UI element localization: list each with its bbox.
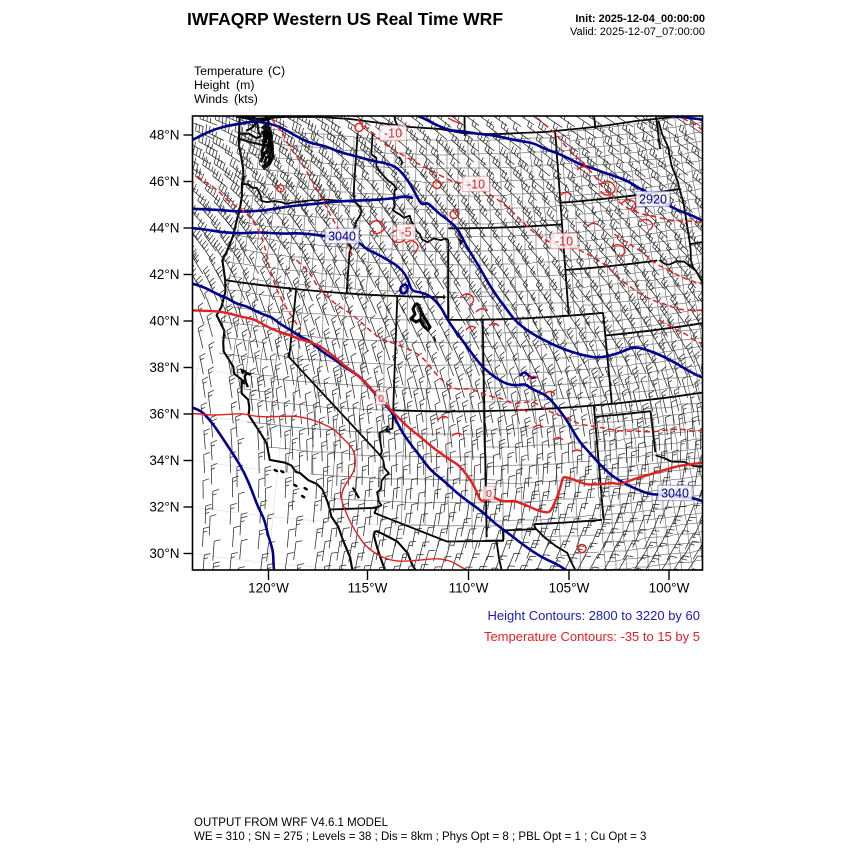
svg-text:-10: -10: [467, 178, 485, 192]
svg-text:105°W: 105°W: [549, 581, 590, 596]
svg-text:-10: -10: [555, 235, 573, 249]
svg-text:36°N: 36°N: [149, 407, 179, 422]
svg-text:44°N: 44°N: [149, 221, 179, 236]
svg-text:30°N: 30°N: [149, 546, 179, 561]
svg-text:Winds: Winds: [194, 92, 228, 106]
svg-text:38°N: 38°N: [149, 360, 179, 375]
svg-text:0: 0: [486, 488, 492, 500]
svg-text:48°N: 48°N: [149, 128, 179, 143]
svg-text:Init: 2025-12-04_00:00:00: Init: 2025-12-04_00:00:00: [575, 13, 705, 25]
svg-text:-5: -5: [400, 226, 411, 240]
svg-text:110°W: 110°W: [449, 581, 489, 596]
svg-text:OUTPUT FROM WRF V4.6.1 MODEL: OUTPUT FROM WRF V4.6.1 MODEL: [194, 817, 389, 829]
svg-text:42°N: 42°N: [149, 267, 179, 282]
svg-text:100°W: 100°W: [649, 581, 690, 596]
svg-text:34°N: 34°N: [149, 453, 179, 468]
svg-text:46°N: 46°N: [149, 174, 179, 189]
svg-text:Valid: 2025-12-07_07:00:00: Valid: 2025-12-07_07:00:00: [570, 26, 705, 38]
svg-text:(kts): (kts): [234, 92, 258, 106]
svg-text:32°N: 32°N: [149, 500, 179, 515]
svg-text:115°W: 115°W: [348, 581, 388, 596]
svg-text:2920: 2920: [639, 193, 667, 207]
svg-text:WE = 310 ; SN = 275 ; Levels =: WE = 310 ; SN = 275 ; Levels = 38 ; Dis …: [194, 831, 646, 843]
svg-text:3040: 3040: [661, 487, 689, 501]
svg-text:(m): (m): [236, 78, 254, 92]
svg-text:120°W: 120°W: [248, 581, 289, 596]
svg-text:-10: -10: [384, 127, 402, 141]
svg-text:(C): (C): [268, 64, 285, 78]
svg-text:Height Contours: 2800 to 3220: Height Contours: 2800 to 3220 by 60: [488, 608, 700, 623]
svg-text:0: 0: [378, 393, 384, 405]
svg-text:Temperature: Temperature: [194, 64, 263, 78]
svg-text:IWFAQRP Western US Real Time W: IWFAQRP Western US Real Time WRF: [187, 9, 503, 29]
svg-text:40°N: 40°N: [149, 314, 179, 329]
svg-text:Height: Height: [194, 78, 230, 92]
svg-text:Temperature Contours: -35 to 1: Temperature Contours: -35 to 15 by 5: [484, 629, 700, 644]
svg-text:3040: 3040: [328, 230, 356, 244]
